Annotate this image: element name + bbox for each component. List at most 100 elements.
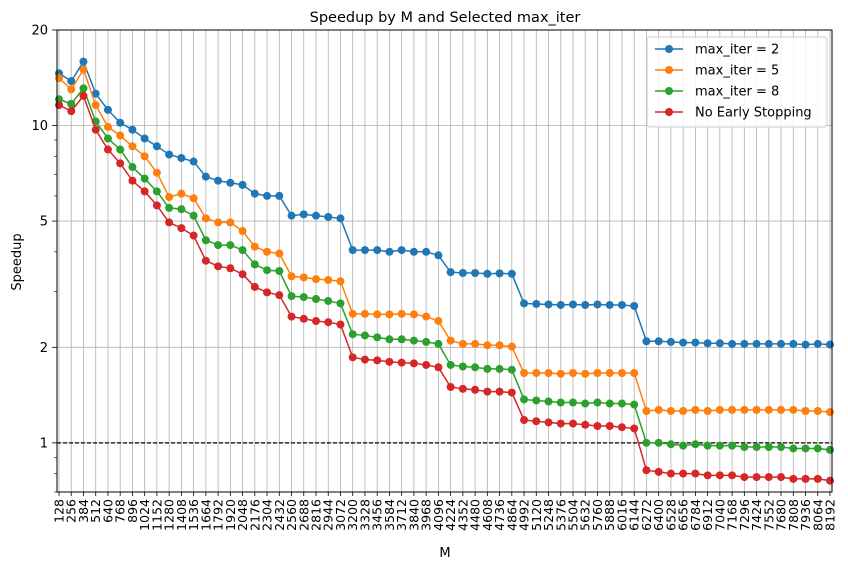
- data-point: [752, 473, 761, 482]
- data-point: [728, 339, 737, 348]
- data-point: [238, 180, 247, 189]
- data-point: [495, 269, 504, 278]
- data-point: [67, 107, 76, 116]
- data-point: [312, 211, 320, 220]
- data-point: [826, 340, 834, 349]
- data-point: [287, 292, 296, 301]
- data-point: [630, 301, 639, 310]
- data-point: [79, 57, 88, 66]
- data-point: [544, 369, 553, 378]
- x-axis-label: M: [439, 546, 450, 561]
- data-point: [617, 300, 626, 309]
- x-tick-label: 1920: [223, 499, 238, 531]
- x-tick-label: 7296: [737, 499, 752, 531]
- x-tick-label: 5248: [541, 499, 556, 531]
- data-point: [556, 398, 565, 407]
- data-point: [483, 341, 492, 350]
- data-point: [826, 445, 834, 454]
- data-point: [520, 395, 529, 404]
- data-point: [703, 441, 712, 450]
- x-tick-label: 4224: [443, 499, 458, 531]
- data-point: [642, 466, 651, 475]
- data-point: [740, 339, 749, 348]
- data-point: [116, 159, 125, 168]
- data-point: [581, 369, 590, 378]
- chart-title: Speedup by M and Selected max_iter: [310, 10, 581, 26]
- data-point: [91, 101, 100, 110]
- data-point: [544, 397, 553, 406]
- x-tick-label: 3200: [345, 499, 360, 531]
- data-point: [740, 405, 749, 414]
- data-point: [715, 405, 724, 414]
- x-tick-label: 6016: [614, 499, 629, 531]
- data-point: [801, 340, 810, 349]
- x-tick-label: 256: [64, 499, 79, 523]
- series-line: [58, 87, 831, 451]
- data-point: [409, 336, 418, 345]
- data-point: [189, 231, 198, 240]
- data-point: [373, 356, 382, 365]
- data-point: [385, 310, 394, 319]
- data-point: [422, 337, 431, 346]
- data-point: [556, 419, 565, 428]
- x-tick-label: 3072: [333, 499, 348, 531]
- data-point: [617, 369, 626, 378]
- x-axis-ticks: 1282563845126407688961024115212801408153…: [52, 492, 838, 531]
- legend-box: [646, 36, 828, 128]
- data-point: [177, 224, 186, 233]
- data-point: [250, 242, 259, 251]
- data-point: [165, 150, 174, 159]
- data-point: [666, 337, 675, 346]
- data-point: [55, 74, 63, 83]
- data-point: [140, 134, 149, 143]
- x-tick-label: 896: [125, 499, 140, 523]
- x-tick-label: 3968: [419, 499, 434, 531]
- x-tick-label: 2432: [272, 499, 287, 531]
- data-point: [471, 385, 480, 394]
- data-point: [348, 330, 357, 339]
- data-point: [275, 191, 284, 200]
- x-tick-label: 384: [76, 499, 91, 523]
- data-point: [532, 299, 541, 308]
- data-point: [360, 331, 369, 340]
- series-3: [55, 84, 834, 454]
- data-point: [201, 214, 210, 223]
- series-line: [58, 95, 831, 482]
- legend: max_iter = 2 max_iter = 5 max_iter = 8 No E…: [646, 36, 828, 128]
- x-tick-label: 4352: [455, 499, 470, 531]
- data-point: [495, 364, 504, 373]
- data-point: [177, 154, 186, 163]
- legend-marker: [665, 45, 673, 53]
- data-point: [91, 125, 100, 134]
- x-tick-label: 5760: [590, 499, 605, 531]
- data-point: [764, 339, 773, 348]
- data-point: [299, 314, 308, 323]
- x-tick-label: 7040: [712, 499, 727, 531]
- data-point: [569, 398, 577, 407]
- data-point: [263, 247, 272, 256]
- data-point: [409, 359, 418, 368]
- data-point: [275, 266, 284, 275]
- data-point: [458, 339, 467, 348]
- x-tick-label: 7680: [774, 499, 789, 531]
- x-tick-label: 6272: [639, 499, 654, 531]
- x-tick-label: 5120: [529, 499, 544, 531]
- data-point: [263, 288, 272, 297]
- data-point: [507, 342, 516, 351]
- data-point: [226, 264, 235, 273]
- data-point: [446, 360, 455, 369]
- data-point: [226, 218, 235, 227]
- data-point: [446, 336, 455, 345]
- x-tick-label: 7168: [725, 499, 740, 531]
- x-tick-label: 3840: [406, 499, 421, 531]
- data-point: [581, 399, 590, 408]
- legend-marker: [665, 66, 673, 74]
- series-group: [55, 57, 834, 485]
- series-line: [58, 68, 831, 413]
- data-point: [385, 247, 394, 256]
- y-tick-label: 10: [31, 119, 48, 134]
- data-point: [789, 339, 798, 348]
- x-tick-label: 5632: [578, 499, 593, 531]
- x-tick-label: 1792: [211, 499, 226, 531]
